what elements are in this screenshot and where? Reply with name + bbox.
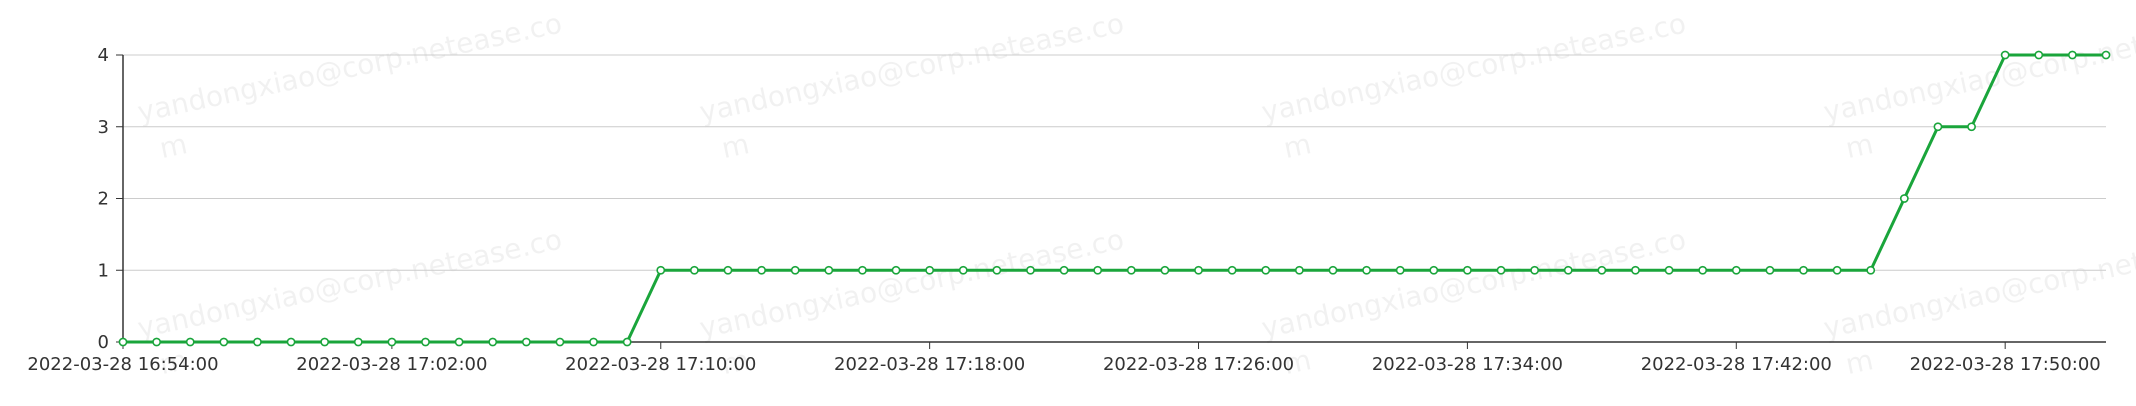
watermark-text-wrap: m (1281, 127, 1315, 165)
data-point (1799, 265, 1808, 275)
data-point (1026, 265, 1035, 275)
x-tick-label: 2022-03-28 17:02:00 (296, 354, 487, 375)
data-point (1765, 265, 1775, 275)
data-point (1328, 265, 1338, 275)
data-point (723, 265, 733, 275)
data-point (1463, 265, 1472, 275)
watermark-text: yandongxiao@corp.netease.co (135, 223, 565, 345)
data-point (2101, 50, 2111, 60)
data-point (689, 265, 699, 275)
y-tick-label: 0 (98, 332, 109, 353)
data-point (2067, 50, 2077, 60)
data-point (521, 337, 531, 347)
x-tick-label: 2022-03-28 17:50:00 (1910, 354, 2101, 375)
watermark: yandongxiao@corp.netease.com (1259, 7, 1689, 165)
data-point (219, 337, 229, 347)
watermark: yandongxiao@corp.netease.com (1821, 7, 2136, 165)
data-point (1967, 122, 1976, 132)
data-point (454, 337, 464, 347)
data-point (1597, 265, 1607, 275)
watermark-text: yandongxiao@corp.netease.co (1259, 223, 1689, 345)
grid-lines (116, 54, 2106, 343)
x-tick-label: 2022-03-28 16:54:00 (27, 354, 218, 375)
data-point (1496, 265, 1506, 275)
data-point (1664, 265, 1674, 275)
data-point (622, 337, 632, 347)
data-point (1194, 265, 1203, 275)
data-point (1059, 265, 1069, 275)
watermark-text: yandongxiao@corp.netease.co (697, 7, 1127, 129)
data-point (757, 265, 766, 275)
x-tick-label: 2022-03-28 17:10:00 (565, 354, 756, 375)
data-point (2034, 50, 2044, 60)
data-point (387, 337, 397, 347)
watermark-text-wrap: m (157, 127, 191, 165)
data-point (891, 265, 901, 275)
data-point (1395, 265, 1405, 275)
data-point (421, 337, 430, 347)
watermark: yandongxiao@corp.netease.com (135, 7, 565, 165)
data-point (925, 265, 935, 275)
watermark-text-wrap: m (719, 343, 753, 381)
data-point (858, 265, 867, 275)
data-point (152, 337, 162, 347)
watermark-layer: yandongxiao@corp.netease.comyandongxiao@… (135, 7, 2136, 381)
data-point (1866, 265, 1876, 275)
watermark-text: yandongxiao@corp.netease.co (1259, 7, 1689, 129)
data-point (320, 337, 330, 347)
y-tick-label: 2 (98, 189, 109, 210)
data-point (1429, 265, 1439, 275)
data-point (118, 337, 128, 347)
x-tick-label: 2022-03-28 17:42:00 (1641, 354, 1832, 375)
data-point (253, 337, 262, 347)
data-point (555, 337, 565, 347)
watermark-text: yandongxiao@corp.netease.co (697, 223, 1127, 345)
data-point (824, 265, 834, 275)
y-tick-label: 4 (98, 45, 109, 66)
data-point (1126, 265, 1136, 275)
watermark-text-wrap: m (1843, 343, 1877, 381)
data-point (589, 337, 598, 347)
data-point (488, 337, 498, 347)
watermark-text-wrap: m (157, 343, 191, 381)
y-tick-labels: 0 1 2 3 4 (98, 45, 109, 353)
x-tick-label: 2022-03-28 17:34:00 (1372, 354, 1563, 375)
watermark-text-wrap: m (1843, 127, 1877, 165)
data-point (958, 265, 968, 275)
series-layer (118, 50, 2111, 347)
data-point (1261, 265, 1271, 275)
data-point (1294, 265, 1304, 275)
watermark-text: yandongxiao@corp.netease.co (1821, 223, 2136, 345)
data-point (1563, 265, 1573, 275)
data-point (2000, 50, 2010, 60)
data-point (992, 265, 1002, 275)
x-tick-labels: 2022-03-28 16:54:00 2022-03-28 17:02:00 20… (27, 342, 2101, 375)
data-point (1093, 265, 1103, 275)
data-point (1731, 265, 1741, 275)
data-point (1832, 265, 1842, 275)
data-point (1698, 265, 1708, 275)
series-line (123, 53, 2106, 344)
data-point (353, 337, 363, 347)
data-point (656, 265, 666, 275)
data-point (1933, 122, 1943, 132)
watermark-text: yandongxiao@corp.netease.co (135, 7, 565, 129)
x-tick-label: 2022-03-28 17:18:00 (834, 354, 1025, 375)
data-point (185, 337, 195, 347)
data-point (1362, 265, 1371, 275)
data-point (1899, 194, 1909, 203)
data-point (1530, 265, 1540, 275)
data-point (790, 265, 800, 275)
data-point (1227, 265, 1237, 275)
watermark: yandongxiao@corp.netease.com (697, 7, 1127, 165)
y-tick-label: 1 (98, 260, 109, 281)
x-tick-label: 2022-03-28 17:26:00 (1103, 354, 1294, 375)
watermark-text-wrap: m (1281, 343, 1315, 381)
watermark-text-wrap: m (719, 127, 753, 165)
data-point (1631, 265, 1640, 275)
data-point (286, 337, 296, 347)
data-point (1160, 265, 1170, 275)
y-tick-label: 3 (98, 117, 109, 138)
